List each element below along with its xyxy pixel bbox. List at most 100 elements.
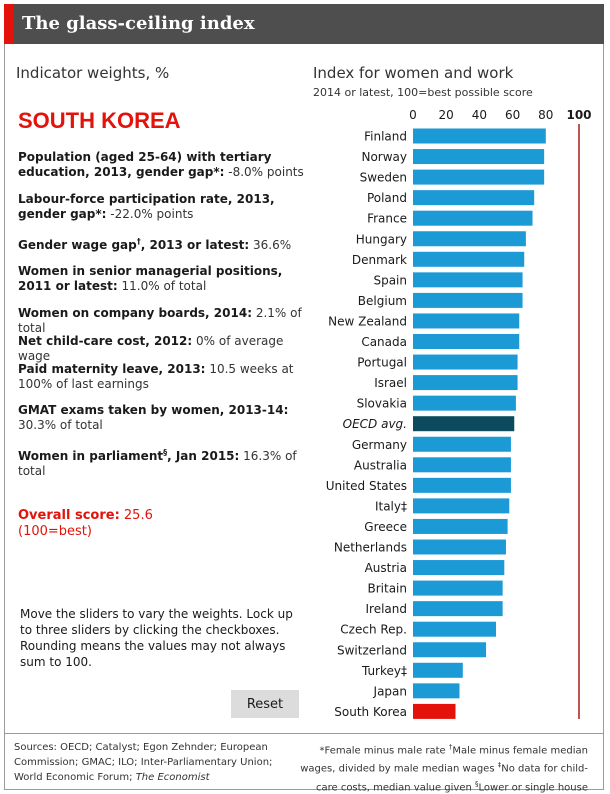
bar-oecd-avg bbox=[413, 416, 515, 432]
category-label: Australia bbox=[354, 458, 407, 472]
category-label: Finland bbox=[364, 130, 407, 144]
category-label: Netherlands bbox=[334, 541, 407, 555]
category-label: Slovakia bbox=[357, 397, 407, 411]
bar-germany bbox=[413, 436, 511, 452]
country-title: SOUTH KOREA bbox=[18, 108, 181, 133]
page-title: The glass-ceiling index bbox=[22, 13, 255, 34]
instructions-text: Move the sliders to vary the weights. Lo… bbox=[20, 607, 293, 669]
indicator-value: -22.0% points bbox=[110, 207, 194, 221]
bar-norway bbox=[413, 149, 545, 165]
indicator-label: Labour-force participation rate, 2013, g… bbox=[18, 192, 275, 221]
category-label: Norway bbox=[361, 150, 407, 164]
category-label: Sweden bbox=[360, 171, 407, 185]
bar-spain bbox=[413, 272, 523, 288]
bar-netherlands bbox=[413, 539, 506, 555]
x-tick-label: 40 bbox=[472, 108, 487, 122]
overall-score: Overall score: 25.6 (100=best) bbox=[18, 508, 153, 540]
category-label: Denmark bbox=[352, 253, 407, 267]
category-label: Israel bbox=[374, 376, 407, 390]
indicator-label: Women on company boards, 2014: bbox=[18, 306, 252, 320]
bar-france bbox=[413, 210, 533, 226]
bar-ireland bbox=[413, 601, 503, 617]
x-tick-label: 80 bbox=[538, 108, 553, 122]
header-accent bbox=[4, 4, 14, 44]
indicator-maternity-leave: Paid maternity leave, 2013: 10.5 weeks a… bbox=[18, 362, 308, 392]
bar-australia bbox=[413, 457, 511, 473]
bar-sweden bbox=[413, 169, 545, 185]
bar-switzerland bbox=[413, 642, 487, 658]
indicator-company-boards: Women on company boards, 2014: 2.1% of t… bbox=[18, 306, 308, 336]
weights-heading: Indicator weights, % bbox=[16, 64, 170, 82]
category-label: Turkey‡ bbox=[361, 664, 407, 678]
bar-chart: 0 20 40 60 80 100 Finland Norway Sweden Poland Fra… bbox=[326, 108, 592, 719]
indicator-label: Women in parliament§, Jan 2015: bbox=[18, 448, 240, 463]
bar-belgium bbox=[413, 292, 523, 308]
bar-japan bbox=[413, 683, 460, 699]
indicator-value: 30.3% of total bbox=[18, 418, 103, 432]
category-label: Austria bbox=[365, 561, 407, 575]
category-label: Britain bbox=[368, 582, 408, 596]
category-label: Spain bbox=[373, 273, 407, 287]
x-tick-label: 60 bbox=[505, 108, 520, 122]
category-label: Ireland bbox=[365, 602, 407, 616]
score-note: (100=best) bbox=[18, 524, 92, 539]
chart-heading: Index for women and work bbox=[313, 64, 514, 82]
indicator-value: -8.0% points bbox=[228, 165, 304, 179]
indicator-value: 10.5 weeks at 100% of last earnings bbox=[18, 362, 294, 391]
category-label: Canada bbox=[361, 335, 407, 349]
category-label: Greece bbox=[364, 520, 407, 534]
score-label: Overall score: bbox=[18, 508, 120, 523]
indicator-value: 11.0% of total bbox=[121, 279, 207, 293]
category-label: Portugal bbox=[357, 356, 407, 370]
indicator-label: GMAT exams taken by women, 2013-14: bbox=[18, 403, 289, 417]
category-label: Italy‡ bbox=[375, 499, 407, 513]
bar-portugal bbox=[413, 354, 518, 370]
x-tick-label: 20 bbox=[439, 108, 454, 122]
indicator-label: Population (aged 25-64) with tertiary ed… bbox=[18, 150, 272, 179]
score-value: 25.6 bbox=[123, 508, 153, 523]
reset-button[interactable]: Reset bbox=[231, 690, 299, 718]
category-label: Switzerland bbox=[337, 643, 407, 657]
indicator-label: Net child-care cost, 2012: bbox=[18, 334, 193, 348]
category-label: New Zealand bbox=[328, 314, 407, 328]
bar-finland bbox=[413, 128, 546, 144]
bar-britain bbox=[413, 580, 503, 596]
footer-notes: *Female minus male rate †Male minus fema… bbox=[300, 743, 588, 793]
bar-hungary bbox=[413, 231, 526, 247]
category-label: OECD avg. bbox=[343, 417, 407, 431]
header-bar bbox=[4, 4, 604, 44]
indicator-wage-gap: Gender wage gap†, 2013 or latest: 36.6% bbox=[18, 234, 308, 253]
indicator-gmat: GMAT exams taken by women, 2013-14: 30.3… bbox=[18, 403, 308, 433]
indicator-value: 2.1% of total bbox=[18, 306, 302, 335]
indicator-value: 16.3% of total bbox=[18, 449, 297, 478]
bar-south-korea bbox=[413, 703, 456, 719]
bar-italy bbox=[413, 498, 510, 514]
indicator-value: 36.6% bbox=[252, 238, 292, 252]
indicator-tertiary-education: Population (aged 25-64) with tertiary ed… bbox=[18, 150, 308, 180]
bar-greece bbox=[413, 518, 508, 534]
bar-slovakia bbox=[413, 395, 516, 411]
footer-sources: Sources: OECD; Catalyst; Egon Zehnder; E… bbox=[14, 742, 273, 783]
indicator-label: Paid maternity leave, 2013: bbox=[18, 362, 206, 376]
chart-subheading: 2014 or latest, 100=best possible score bbox=[313, 86, 533, 99]
bar-austria bbox=[413, 560, 505, 576]
footer-divider bbox=[5, 733, 603, 734]
indicator-senior-managers: Women in senior managerial positions, 20… bbox=[18, 264, 308, 294]
category-label: Belgium bbox=[358, 294, 407, 308]
bar-united-states bbox=[413, 477, 511, 493]
indicator-label: Women in senior managerial positions, 20… bbox=[18, 264, 283, 293]
category-label: Japan bbox=[373, 684, 407, 698]
bar-israel bbox=[413, 375, 518, 391]
indicator-value: 0% of average wage bbox=[18, 334, 284, 363]
category-label: Germany bbox=[352, 438, 407, 452]
bar-new-zealand bbox=[413, 313, 520, 329]
bar-turkey bbox=[413, 662, 463, 678]
x-tick-label: 0 bbox=[409, 108, 417, 122]
bar-czech-rep bbox=[413, 621, 496, 637]
category-label: France bbox=[367, 212, 407, 226]
indicator-parliament: Women in parliament§, Jan 2015: 16.3% of… bbox=[18, 445, 308, 479]
category-label: Czech Rep. bbox=[340, 623, 407, 637]
bar-canada bbox=[413, 334, 520, 349]
indicator-child-care: Net child-care cost, 2012: 0% of average… bbox=[18, 334, 308, 364]
indicator-label: Gender wage gap†, 2013 or latest: bbox=[18, 237, 250, 252]
